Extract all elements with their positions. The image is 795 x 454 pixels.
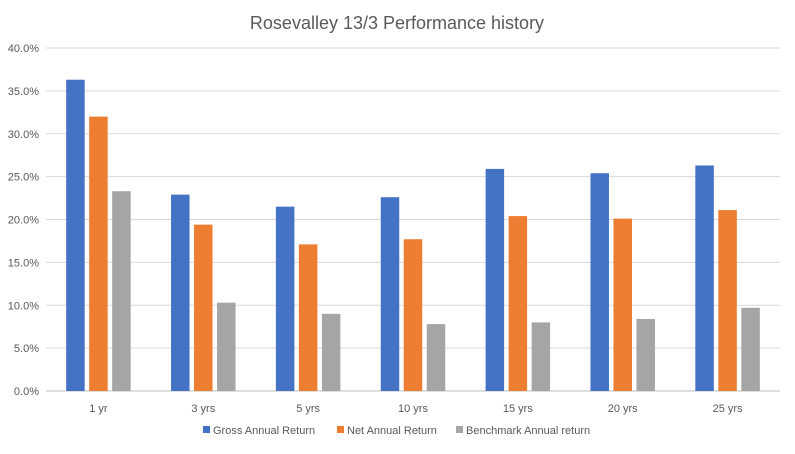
x-tick-label: 3 yrs xyxy=(191,403,215,415)
y-tick-label: 10.0% xyxy=(8,300,39,312)
legend-swatch xyxy=(203,426,210,433)
bar-net-annual-return-5-yrs xyxy=(298,244,318,391)
bar-gross-annual-return-20-yrs xyxy=(590,173,609,391)
bar-net-annual-return-15-yrs xyxy=(508,216,528,391)
x-tick-label: 1 yr xyxy=(89,403,108,415)
chart-title: Rosevalley 13/3 Performance history xyxy=(250,13,544,33)
bar-net-annual-return-25-yrs xyxy=(718,210,737,391)
legend: Gross Annual Return Net Annual Return Benc… xyxy=(203,425,590,437)
bar-gross-annual-return-25-yrs xyxy=(695,165,714,391)
y-tick-label: 0.0% xyxy=(14,386,39,398)
y-tick-label: 25.0% xyxy=(8,172,39,184)
x-tick-label: 5 yrs xyxy=(296,403,320,415)
y-tick-label: 30.0% xyxy=(8,129,39,141)
bar-benchmark-annual-return-15-yrs xyxy=(531,322,551,391)
x-axis-ticks: 1 yr 3 yrs 5 yrs 10 yrs 15 yrs 20 yrs 25 yrs xyxy=(89,403,743,415)
bar-gross-annual-return-5-yrs xyxy=(275,206,295,391)
bar-benchmark-annual-return-25-yrs xyxy=(741,307,760,391)
bar-benchmark-annual-return-10-yrs xyxy=(426,324,446,391)
bar-gross-annual-return-1-yr xyxy=(66,79,85,391)
y-tick-label: 20.0% xyxy=(8,215,39,227)
legend-swatch xyxy=(456,426,463,433)
legend-label: Gross Annual Return xyxy=(213,425,315,437)
x-tick-label: 25 yrs xyxy=(713,403,743,415)
bar-net-annual-return-1-yr xyxy=(89,116,108,391)
bar-net-annual-return-20-yrs xyxy=(613,218,632,391)
legend-label: Benchmark Annual return xyxy=(466,425,590,437)
x-tick-label: 10 yrs xyxy=(398,403,428,415)
bar-net-annual-return-10-yrs xyxy=(403,239,423,391)
bar-gross-annual-return-3-yrs xyxy=(171,194,190,391)
bar-benchmark-annual-return-5-yrs xyxy=(321,313,341,391)
grid-lines xyxy=(46,47,780,392)
x-tick-label: 15 yrs xyxy=(503,403,533,415)
x-tick-label: 20 yrs xyxy=(608,403,638,415)
bar-benchmark-annual-return-3-yrs xyxy=(217,302,236,391)
bar-net-annual-return-3-yrs xyxy=(194,224,213,391)
bars xyxy=(66,79,760,391)
y-tick-label: 40.0% xyxy=(8,43,39,55)
y-tick-label: 5.0% xyxy=(14,343,39,355)
bar-benchmark-annual-return-20-yrs xyxy=(636,318,655,391)
y-tick-label: 35.0% xyxy=(8,86,39,98)
bar-gross-annual-return-15-yrs xyxy=(485,168,505,391)
bar-benchmark-annual-return-1-yr xyxy=(112,191,131,391)
legend-swatch xyxy=(337,426,344,433)
bar-gross-annual-return-10-yrs xyxy=(380,197,400,391)
y-tick-label: 15.0% xyxy=(8,257,39,269)
y-axis-ticks: 0.0% 5.0% 10.0% 15.0% 20.0% 25.0% 30.0% 35.0% 40… xyxy=(8,43,39,398)
legend-label: Net Annual Return xyxy=(347,425,437,437)
